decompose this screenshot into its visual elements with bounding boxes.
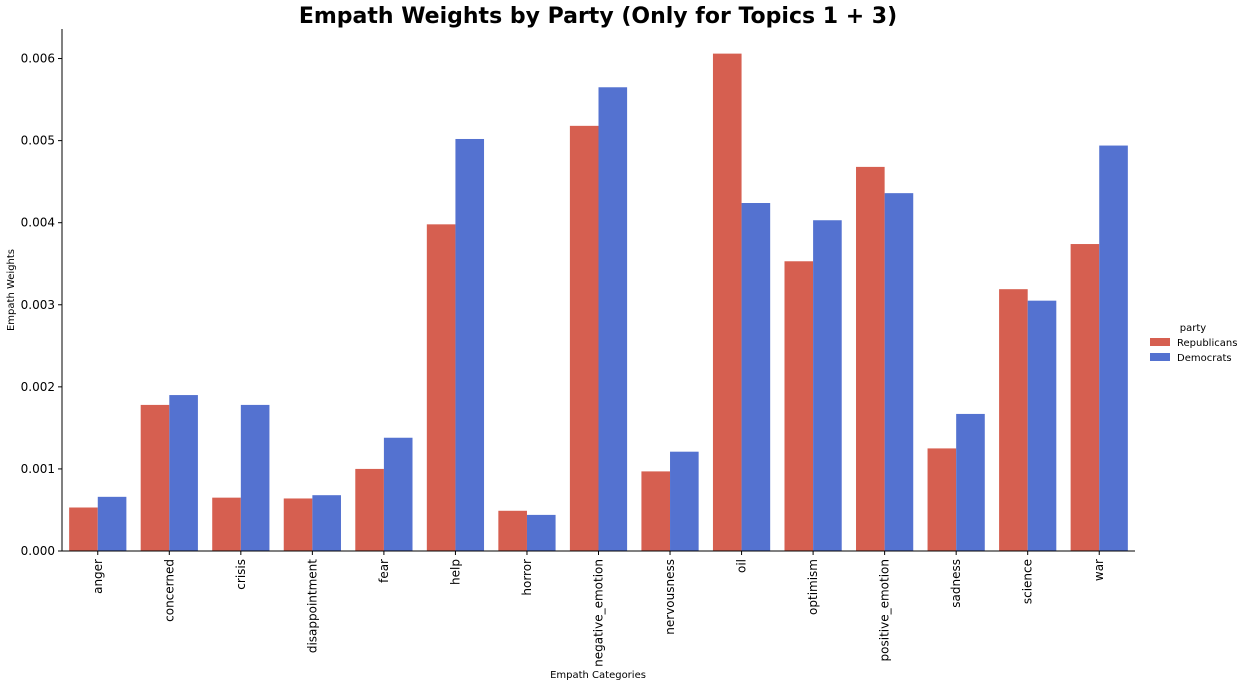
bar-democrats-science (1027, 300, 1057, 551)
y-axis: 0.000 0.001 0.002 0.003 0.004 0.005 0.006 (21, 29, 63, 558)
bar-democrats-nervousness (670, 451, 699, 551)
x-tick-label-disappointment: disappointment (305, 559, 319, 653)
y-tick-label: 0.001 (21, 462, 55, 476)
x-tick-label-oil: oil (735, 559, 749, 573)
legend-label-democrats: Democrats (1177, 353, 1232, 364)
y-tick-label: 0.003 (21, 298, 55, 312)
x-tick-label-war: war (1092, 559, 1106, 581)
x-tick-label-science: science (1021, 559, 1035, 604)
x-tick-label-horror: horror (520, 559, 534, 596)
legend-swatch-democrats (1150, 353, 1170, 361)
bar-republicans-fear (355, 468, 384, 551)
bar-republicans-anger (69, 507, 98, 551)
bars-group (69, 53, 1128, 552)
bar-democrats-horror (526, 514, 556, 551)
x-tick-label-sadness: sadness (949, 559, 963, 608)
x-tick-label-concerned: concerned (162, 559, 176, 622)
bar-democrats-help (455, 138, 485, 552)
bar-republicans-help (426, 224, 456, 551)
chart-title: Empath Weights by Party (Only for Topics… (299, 4, 897, 29)
bar-republicans-science (999, 289, 1028, 551)
bar-republicans-concerned (140, 404, 170, 551)
x-tick-label-help: help (448, 559, 462, 585)
y-tick-label: 0.005 (21, 134, 55, 148)
bar-republicans-positive_emotion (856, 166, 885, 551)
bar-democrats-disappointment (312, 495, 341, 551)
bar-republicans-crisis (212, 497, 241, 551)
x-tick-label-negative_emotion: negative_emotion (592, 559, 606, 667)
legend-swatch-republicans (1150, 338, 1170, 346)
bar-republicans-disappointment (283, 498, 313, 551)
x-axis-label: Empath Categories (550, 670, 646, 681)
bar-democrats-oil (741, 203, 771, 551)
bar-republicans-optimism (784, 261, 814, 551)
bar-democrats-optimism (813, 220, 842, 552)
bar-republicans-nervousness (641, 471, 671, 551)
x-tick-label-crisis: crisis (234, 559, 248, 590)
bar-democrats-concerned (169, 395, 198, 551)
y-tick-label: 0.000 (21, 544, 55, 558)
bar-democrats-negative_emotion (598, 87, 628, 552)
bar-republicans-war (1070, 244, 1100, 552)
bar-democrats-anger (97, 496, 127, 551)
y-tick-label: 0.002 (21, 380, 55, 394)
bar-republicans-horror (498, 510, 527, 551)
bar-democrats-positive_emotion (884, 193, 914, 551)
bar-republicans-negative_emotion (569, 125, 599, 551)
x-tick-label-positive_emotion: positive_emotion (878, 559, 892, 661)
legend-label-republicans: Republicans (1177, 338, 1237, 349)
bar-democrats-sadness (956, 413, 985, 551)
bar-democrats-war (1099, 145, 1128, 552)
bar-democrats-crisis (240, 404, 270, 551)
bar-democrats-fear (383, 437, 413, 551)
legend-title: party (1180, 323, 1207, 334)
y-axis-label: Empath Weights (6, 249, 17, 331)
legend: party Republicans Democrats (1150, 323, 1237, 364)
x-tick-label-anger: anger (91, 559, 105, 594)
x-tick-label-optimism: optimism (806, 559, 820, 615)
x-axis: anger concerned crisis disappointment fear he… (62, 550, 1135, 667)
bar-republicans-sadness (927, 448, 957, 551)
y-tick-label: 0.004 (21, 216, 55, 230)
y-tick-label: 0.006 (21, 52, 55, 66)
x-tick-label-nervousness: nervousness (663, 559, 677, 635)
bar-republicans-oil (712, 53, 742, 552)
x-tick-label-fear: fear (377, 559, 391, 583)
